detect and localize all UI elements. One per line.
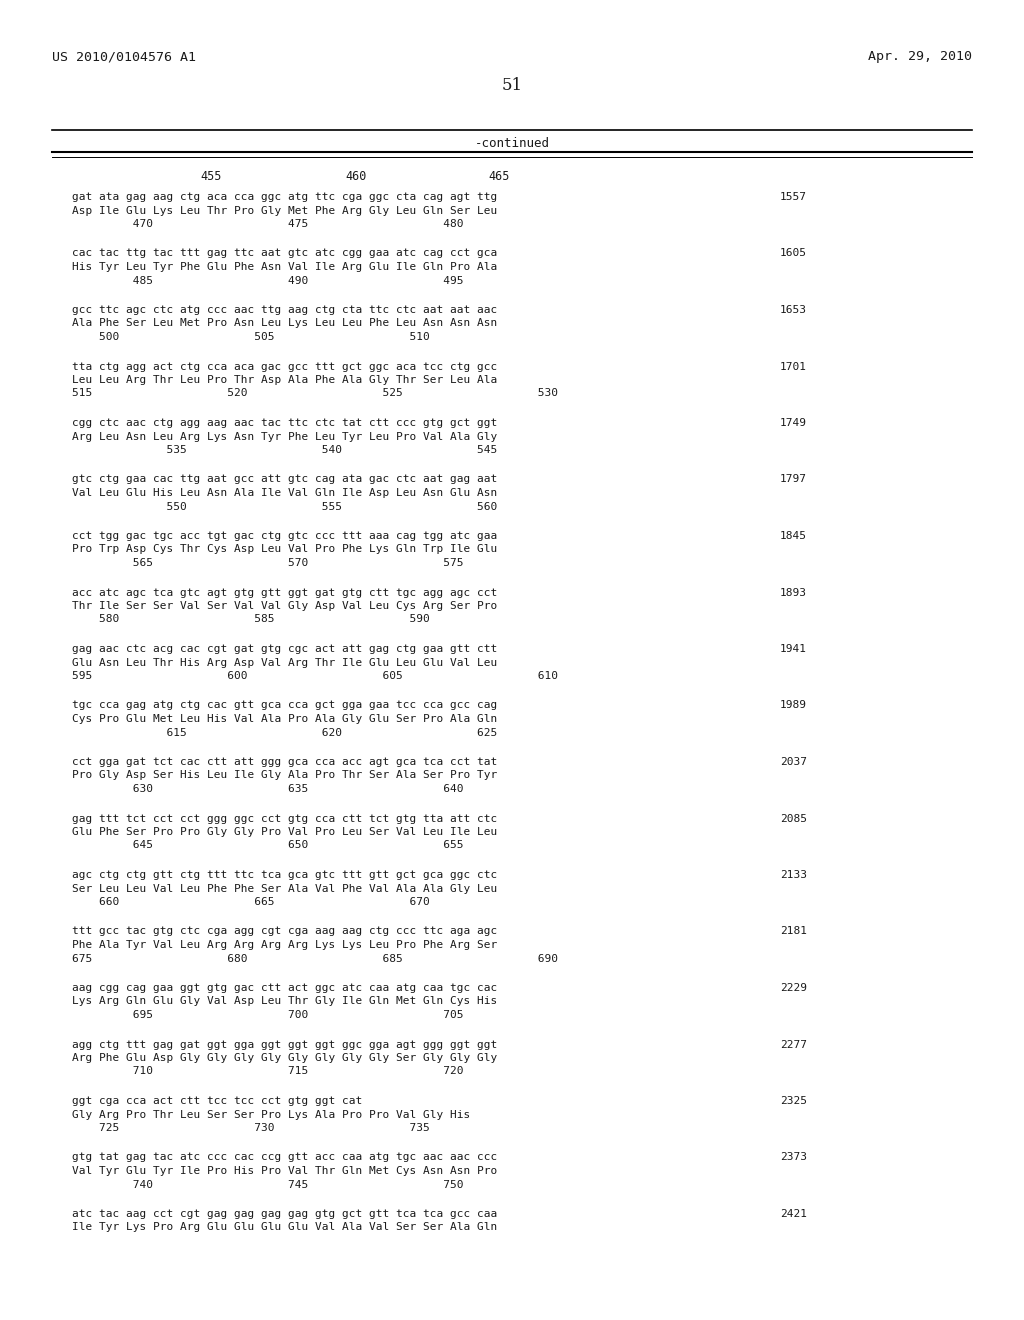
Text: tgc cca gag atg ctg cac gtt gca cca gct gga gaa tcc cca gcc cag: tgc cca gag atg ctg cac gtt gca cca gct …	[72, 701, 498, 710]
Text: cct gga gat tct cac ctt att ggg gca cca acc agt gca tca cct tat: cct gga gat tct cac ctt att ggg gca cca …	[72, 756, 498, 767]
Text: Ile Tyr Lys Pro Arg Glu Glu Glu Glu Val Ala Val Ser Ser Ala Gln: Ile Tyr Lys Pro Arg Glu Glu Glu Glu Val …	[72, 1222, 498, 1233]
Text: 1653: 1653	[780, 305, 807, 315]
Text: 615                    620                    625: 615 620 625	[72, 727, 498, 738]
Text: 1797: 1797	[780, 474, 807, 484]
Text: cac tac ttg tac ttt gag ttc aat gtc atc cgg gaa atc cag cct gca: cac tac ttg tac ttt gag ttc aat gtc atc …	[72, 248, 498, 259]
Text: atc tac aag cct cgt gag gag gag gag gtg gct gtt tca tca gcc caa: atc tac aag cct cgt gag gag gag gag gtg …	[72, 1209, 498, 1218]
Text: 485                    490                    495: 485 490 495	[72, 276, 464, 285]
Text: 1701: 1701	[780, 362, 807, 371]
Text: 630                    635                    640: 630 635 640	[72, 784, 464, 795]
Text: 1989: 1989	[780, 701, 807, 710]
Text: 2325: 2325	[780, 1096, 807, 1106]
Text: US 2010/0104576 A1: US 2010/0104576 A1	[52, 50, 196, 63]
Text: Ala Phe Ser Leu Met Pro Asn Leu Lys Leu Leu Phe Leu Asn Asn Asn: Ala Phe Ser Leu Met Pro Asn Leu Lys Leu …	[72, 318, 498, 329]
Text: 2133: 2133	[780, 870, 807, 880]
Text: 1941: 1941	[780, 644, 807, 653]
Text: Val Tyr Glu Tyr Ile Pro His Pro Val Thr Gln Met Cys Asn Asn Pro: Val Tyr Glu Tyr Ile Pro His Pro Val Thr …	[72, 1166, 498, 1176]
Text: gat ata gag aag ctg aca cca ggc atg ttc cga ggc cta cag agt ttg: gat ata gag aag ctg aca cca ggc atg ttc …	[72, 191, 498, 202]
Text: 2277: 2277	[780, 1040, 807, 1049]
Text: 580                    585                    590: 580 585 590	[72, 615, 430, 624]
Text: 460: 460	[345, 170, 367, 183]
Text: 725                    730                    735: 725 730 735	[72, 1123, 430, 1133]
Text: Val Leu Glu His Leu Asn Ala Ile Val Gln Ile Asp Leu Asn Glu Asn: Val Leu Glu His Leu Asn Ala Ile Val Gln …	[72, 488, 498, 498]
Text: 2421: 2421	[780, 1209, 807, 1218]
Text: 1845: 1845	[780, 531, 807, 541]
Text: His Tyr Leu Tyr Phe Glu Phe Asn Val Ile Arg Glu Ile Gln Pro Ala: His Tyr Leu Tyr Phe Glu Phe Asn Val Ile …	[72, 261, 498, 272]
Text: Glu Phe Ser Pro Pro Gly Gly Pro Val Pro Leu Ser Val Leu Ile Leu: Glu Phe Ser Pro Pro Gly Gly Pro Val Pro …	[72, 828, 498, 837]
Text: Cys Pro Glu Met Leu His Val Ala Pro Ala Gly Glu Ser Pro Ala Gln: Cys Pro Glu Met Leu His Val Ala Pro Ala …	[72, 714, 498, 723]
Text: 455: 455	[200, 170, 221, 183]
Text: 595                    600                    605                    610: 595 600 605 610	[72, 671, 558, 681]
Text: agg ctg ttt gag gat ggt gga ggt ggt ggt ggc gga agt ggg ggt ggt: agg ctg ttt gag gat ggt gga ggt ggt ggt …	[72, 1040, 498, 1049]
Text: ttt gcc tac gtg ctc cga agg cgt cga aag aag ctg ccc ttc aga agc: ttt gcc tac gtg ctc cga agg cgt cga aag …	[72, 927, 498, 936]
Text: Thr Ile Ser Ser Val Ser Val Val Gly Asp Val Leu Cys Arg Ser Pro: Thr Ile Ser Ser Val Ser Val Val Gly Asp …	[72, 601, 498, 611]
Text: gtc ctg gaa cac ttg aat gcc att gtc cag ata gac ctc aat gag aat: gtc ctg gaa cac ttg aat gcc att gtc cag …	[72, 474, 498, 484]
Text: 2229: 2229	[780, 983, 807, 993]
Text: Phe Ala Tyr Val Leu Arg Arg Arg Arg Lys Lys Leu Pro Phe Arg Ser: Phe Ala Tyr Val Leu Arg Arg Arg Arg Lys …	[72, 940, 498, 950]
Text: Asp Ile Glu Lys Leu Thr Pro Gly Met Phe Arg Gly Leu Gln Ser Leu: Asp Ile Glu Lys Leu Thr Pro Gly Met Phe …	[72, 206, 498, 215]
Text: 695                    700                    705: 695 700 705	[72, 1010, 464, 1020]
Text: aag cgg cag gaa ggt gtg gac ctt act ggc atc caa atg caa tgc cac: aag cgg cag gaa ggt gtg gac ctt act ggc …	[72, 983, 498, 993]
Text: 500                    505                    510: 500 505 510	[72, 333, 430, 342]
Text: Apr. 29, 2010: Apr. 29, 2010	[868, 50, 972, 63]
Text: 1605: 1605	[780, 248, 807, 259]
Text: 675                    680                    685                    690: 675 680 685 690	[72, 953, 558, 964]
Text: cct tgg gac tgc acc tgt gac ctg gtc ccc ttt aaa cag tgg atc gaa: cct tgg gac tgc acc tgt gac ctg gtc ccc …	[72, 531, 498, 541]
Text: Leu Leu Arg Thr Leu Pro Thr Asp Ala Phe Ala Gly Thr Ser Leu Ala: Leu Leu Arg Thr Leu Pro Thr Asp Ala Phe …	[72, 375, 498, 385]
Text: 1749: 1749	[780, 418, 807, 428]
Text: 660                    665                    670: 660 665 670	[72, 898, 430, 907]
Text: Glu Asn Leu Thr His Arg Asp Val Arg Thr Ile Glu Leu Glu Val Leu: Glu Asn Leu Thr His Arg Asp Val Arg Thr …	[72, 657, 498, 668]
Text: gag aac ctc acg cac cgt gat gtg cgc act att gag ctg gaa gtt ctt: gag aac ctc acg cac cgt gat gtg cgc act …	[72, 644, 498, 653]
Text: acc atc agc tca gtc agt gtg gtt ggt gat gtg ctt tgc agg agc cct: acc atc agc tca gtc agt gtg gtt ggt gat …	[72, 587, 498, 598]
Text: Ser Leu Leu Val Leu Phe Phe Ser Ala Val Phe Val Ala Ala Gly Leu: Ser Leu Leu Val Leu Phe Phe Ser Ala Val …	[72, 883, 498, 894]
Text: 2181: 2181	[780, 927, 807, 936]
Text: cgg ctc aac ctg agg aag aac tac ttc ctc tat ctt ccc gtg gct ggt: cgg ctc aac ctg agg aag aac tac ttc ctc …	[72, 418, 498, 428]
Text: 535                    540                    545: 535 540 545	[72, 445, 498, 455]
Text: 645                    650                    655: 645 650 655	[72, 841, 464, 850]
Text: Pro Trp Asp Cys Thr Cys Asp Leu Val Pro Phe Lys Gln Trp Ile Glu: Pro Trp Asp Cys Thr Cys Asp Leu Val Pro …	[72, 544, 498, 554]
Text: gcc ttc agc ctc atg ccc aac ttg aag ctg cta ttc ctc aat aat aac: gcc ttc agc ctc atg ccc aac ttg aag ctg …	[72, 305, 498, 315]
Text: 470                    475                    480: 470 475 480	[72, 219, 464, 228]
Text: gag ttt tct cct cct ggg ggc cct gtg cca ctt tct gtg tta att ctc: gag ttt tct cct cct ggg ggc cct gtg cca …	[72, 813, 498, 824]
Text: 740                    745                    750: 740 745 750	[72, 1180, 464, 1189]
Text: 51: 51	[502, 77, 522, 94]
Text: gtg tat gag tac atc ccc cac ccg gtt acc caa atg tgc aac aac ccc: gtg tat gag tac atc ccc cac ccg gtt acc …	[72, 1152, 498, 1163]
Text: 2037: 2037	[780, 756, 807, 767]
Text: 465: 465	[488, 170, 509, 183]
Text: 565                    570                    575: 565 570 575	[72, 558, 464, 568]
Text: Lys Arg Gln Glu Gly Val Asp Leu Thr Gly Ile Gln Met Gln Cys His: Lys Arg Gln Glu Gly Val Asp Leu Thr Gly …	[72, 997, 498, 1006]
Text: 550                    555                    560: 550 555 560	[72, 502, 498, 511]
Text: Gly Arg Pro Thr Leu Ser Ser Pro Lys Ala Pro Pro Val Gly His: Gly Arg Pro Thr Leu Ser Ser Pro Lys Ala …	[72, 1110, 470, 1119]
Text: Pro Gly Asp Ser His Leu Ile Gly Ala Pro Thr Ser Ala Ser Pro Tyr: Pro Gly Asp Ser His Leu Ile Gly Ala Pro …	[72, 771, 498, 780]
Text: -continued: -continued	[474, 137, 550, 150]
Text: 1557: 1557	[780, 191, 807, 202]
Text: 710                    715                    720: 710 715 720	[72, 1067, 464, 1077]
Text: 2373: 2373	[780, 1152, 807, 1163]
Text: 1893: 1893	[780, 587, 807, 598]
Text: Arg Leu Asn Leu Arg Lys Asn Tyr Phe Leu Tyr Leu Pro Val Ala Gly: Arg Leu Asn Leu Arg Lys Asn Tyr Phe Leu …	[72, 432, 498, 441]
Text: Arg Phe Glu Asp Gly Gly Gly Gly Gly Gly Gly Gly Ser Gly Gly Gly: Arg Phe Glu Asp Gly Gly Gly Gly Gly Gly …	[72, 1053, 498, 1063]
Text: 2085: 2085	[780, 813, 807, 824]
Text: 515                    520                    525                    530: 515 520 525 530	[72, 388, 558, 399]
Text: tta ctg agg act ctg cca aca gac gcc ttt gct ggc aca tcc ctg gcc: tta ctg agg act ctg cca aca gac gcc ttt …	[72, 362, 498, 371]
Text: agc ctg ctg gtt ctg ttt ttc tca gca gtc ttt gtt gct gca ggc ctc: agc ctg ctg gtt ctg ttt ttc tca gca gtc …	[72, 870, 498, 880]
Text: ggt cga cca act ctt tcc tcc cct gtg ggt cat: ggt cga cca act ctt tcc tcc cct gtg ggt …	[72, 1096, 362, 1106]
